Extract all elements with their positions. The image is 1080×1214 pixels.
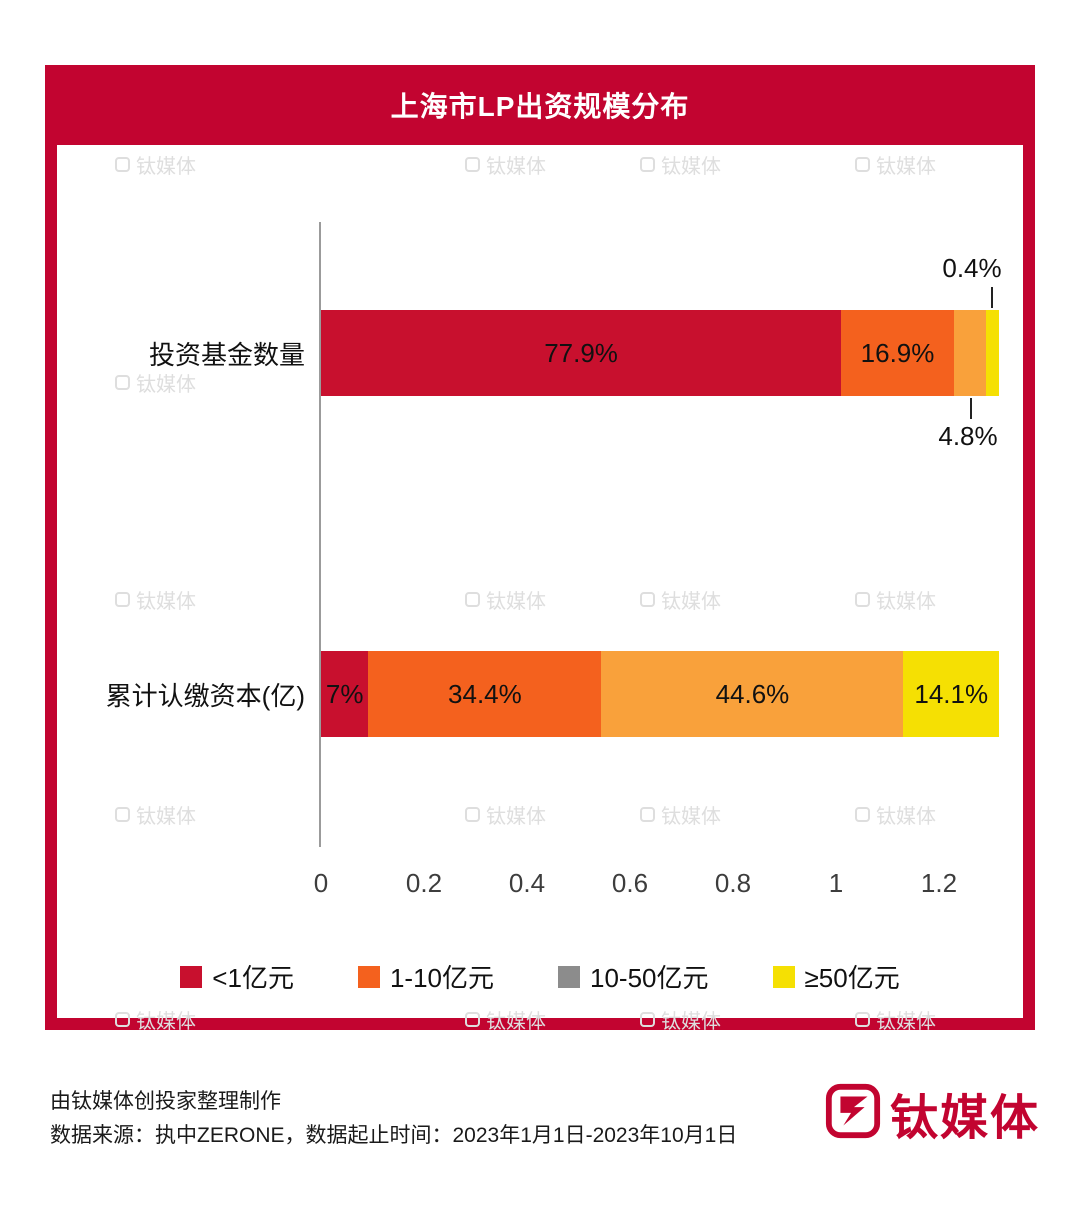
tmtpost-logo-icon xyxy=(824,1082,882,1145)
x-axis-tick: 0.8 xyxy=(714,868,752,898)
x-axis-tick: 0.2 xyxy=(405,868,443,898)
legend-swatch xyxy=(558,965,580,988)
legend-swatch xyxy=(180,965,203,988)
category-label-subscribed-capital: 累计认缴资本(亿) xyxy=(105,680,305,711)
legend: <1亿元 1-10亿元 10-50亿元 ≥50亿元 xyxy=(45,958,1035,995)
footer: 由钛媒体创投家整理制作 数据来源：执中ZERONE，数据起止时间：2023年1月… xyxy=(50,1085,737,1153)
bar-segment-4 xyxy=(986,310,999,396)
bar-segment-2: 16.9% xyxy=(841,310,954,396)
legend-item: <1亿元 xyxy=(180,958,294,995)
bar-segment-1: 77.9% xyxy=(321,310,842,396)
callout-line-top xyxy=(991,287,993,308)
x-axis-tick: 0.4 xyxy=(508,868,546,898)
brand-name: 钛媒体 xyxy=(889,1092,1040,1145)
legend-item: 1-10亿元 xyxy=(357,958,494,995)
legend-swatch xyxy=(772,965,795,988)
callout-label-top: 0.4% xyxy=(942,253,1002,283)
bar-fund-count: 77.9% 16.9% xyxy=(321,310,999,396)
x-axis-tick: 1 xyxy=(828,868,844,898)
legend-swatch xyxy=(357,965,380,988)
chart-frame xyxy=(45,65,1035,1030)
bar-subscribed-capital: 7% 34.4% 44.6% 14.1% xyxy=(321,651,999,737)
x-axis-tick: 0 xyxy=(313,868,329,898)
bar-segment-2: 34.4% xyxy=(368,651,602,737)
bar-segment-1: 7% xyxy=(321,651,369,737)
legend-label: 1-10亿元 xyxy=(389,963,494,993)
x-axis: 0 0.2 0.4 0.6 0.8 1 1.2 xyxy=(314,868,1011,904)
callout-line-bottom xyxy=(970,398,972,419)
callout-label-bottom: 4.8% xyxy=(938,421,998,451)
legend-label: 10-50亿元 xyxy=(590,963,709,993)
chart-title: 上海市LP出资规模分布 xyxy=(390,91,690,122)
brand: 钛媒体 xyxy=(824,1078,1040,1148)
bar-segment-3 xyxy=(953,310,986,396)
legend-item: ≥50亿元 xyxy=(772,958,900,995)
x-axis-tick: 1.2 xyxy=(920,868,958,898)
footer-source: 数据来源：执中ZERONE，数据起止时间：2023年1月1日-2023年10月1… xyxy=(50,1124,738,1147)
bar-segment-3: 44.6% xyxy=(601,651,904,737)
legend-label: <1亿元 xyxy=(212,963,294,993)
y-axis-line xyxy=(319,222,321,847)
x-axis-tick: 0.6 xyxy=(611,868,649,898)
footer-credit: 由钛媒体创投家整理制作 xyxy=(50,1090,281,1113)
legend-label: ≥50亿元 xyxy=(804,963,900,993)
category-label-fund-count: 投资基金数量 xyxy=(148,339,305,370)
bar-segment-4: 14.1% xyxy=(903,651,999,737)
legend-item: 10-50亿元 xyxy=(558,958,709,995)
chart-title-bar: 上海市LP出资规模分布 xyxy=(45,65,1035,145)
